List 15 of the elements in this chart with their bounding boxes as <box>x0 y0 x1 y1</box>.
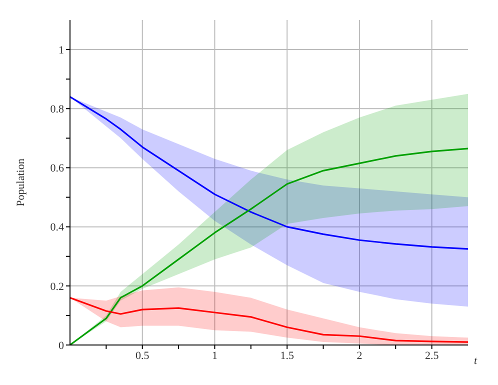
x-tick-label: 1 <box>212 350 218 362</box>
y-tick-label: 0 <box>58 340 64 352</box>
y-axis-title: Population <box>14 158 27 206</box>
y-tick-label: 1 <box>58 44 64 56</box>
y-tick-label: 0.4 <box>50 222 64 234</box>
y-tick-label: 0.2 <box>50 280 64 293</box>
line-series <box>70 296 468 343</box>
x-tick-label: 2.5 <box>424 350 440 362</box>
y-tick-label: 0.8 <box>50 104 64 116</box>
y-tick-label: 0.6 <box>50 162 64 175</box>
x-tick-label: 0.5 <box>135 350 150 362</box>
line-series <box>70 96 468 250</box>
x-axis-title: t <box>474 354 478 367</box>
x-tick-label: 1.5 <box>280 350 294 362</box>
x-tick-label: 2 <box>356 350 362 362</box>
